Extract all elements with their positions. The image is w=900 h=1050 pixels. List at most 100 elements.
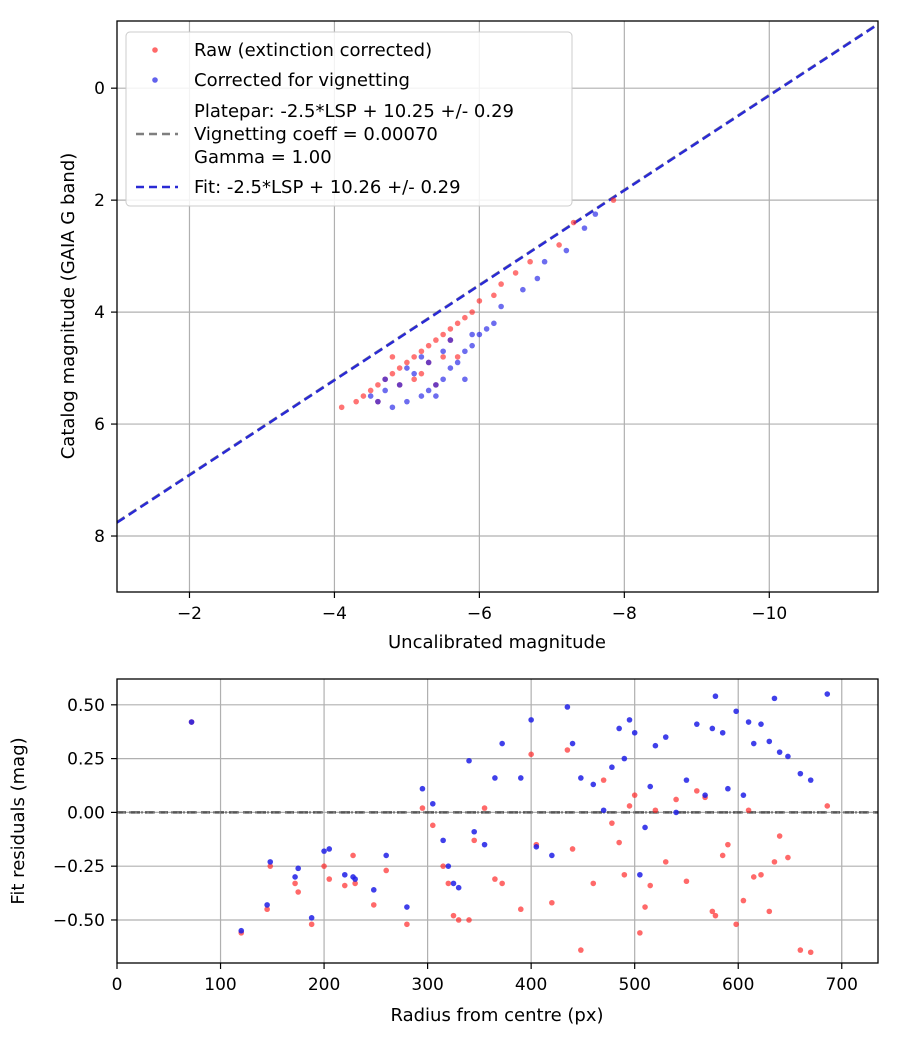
top-raw-point xyxy=(440,354,446,360)
top-fit-lines xyxy=(116,22,879,524)
top-raw-point xyxy=(404,359,410,366)
top-corrected-point xyxy=(563,247,570,254)
bottom-corrected-point xyxy=(492,775,498,781)
bottom-y-tick-label: 0.25 xyxy=(67,750,105,770)
bottom-raw-point xyxy=(725,841,731,848)
top-x-ticks: −2 −4 −6 −8 −10 xyxy=(177,592,787,624)
bottom-corrected-point xyxy=(341,871,348,878)
bottom-corrected-point xyxy=(694,721,700,727)
bottom-corrected-point xyxy=(564,704,571,710)
bottom-raw-point xyxy=(694,788,700,794)
bottom-x-tick-label: 300 xyxy=(411,975,443,995)
bottom-corrected-point xyxy=(621,755,628,762)
top-corrected-point xyxy=(418,354,425,360)
top-corrected-point xyxy=(469,331,475,338)
bottom-raw-point xyxy=(404,921,410,928)
bottom-raw-point xyxy=(481,805,488,811)
legend-raw-marker xyxy=(152,47,158,53)
top-y-tick-label: 4 xyxy=(94,303,105,323)
bottom-raw-point xyxy=(766,908,773,915)
top-raw-point xyxy=(454,354,461,360)
bottom-raw-point xyxy=(673,796,679,803)
bottom-raw-point xyxy=(631,792,638,798)
bottom-raw-point xyxy=(308,921,315,928)
top-raw-point xyxy=(491,292,497,299)
top-raw-point xyxy=(389,370,396,377)
bottom-corrected-point xyxy=(569,740,576,747)
bottom-corrected-point xyxy=(719,729,726,736)
bottom-corrected-point xyxy=(626,717,633,723)
bottom-plot-frame xyxy=(116,678,879,964)
top-raw-point xyxy=(498,281,504,287)
top-y-axis-label: Catalog magnitude (GAIA G band) xyxy=(58,153,79,460)
bottom-raw-point xyxy=(733,921,739,928)
bottom-raw-point xyxy=(590,880,597,887)
bottom-corrected-point xyxy=(609,764,615,771)
bottom-corrected-point xyxy=(776,749,783,755)
legend-box xyxy=(125,31,573,207)
top-raw-point xyxy=(512,270,519,276)
bottom-raw-point xyxy=(321,863,327,869)
bottom-x-axis-label: Radius from centre (px) xyxy=(390,1005,603,1026)
top-fit-line xyxy=(116,23,879,524)
top-raw-point xyxy=(338,404,345,411)
bottom-corrected-point xyxy=(528,717,534,723)
top-raw-point xyxy=(353,398,359,405)
top-raw-point xyxy=(411,354,417,360)
bottom-y-ticks: 0.50 0.25 0.00 −0.25 −0.50 xyxy=(53,696,117,931)
bottom-raw-point xyxy=(267,863,274,869)
top-corrected-point xyxy=(375,398,381,405)
top-scatter-points xyxy=(338,197,617,411)
bottom-corrected-point xyxy=(321,848,327,854)
top-raw-point xyxy=(418,370,425,377)
bottom-corrected-point xyxy=(264,902,270,908)
bottom-corrected-point xyxy=(292,874,298,880)
bottom-corrected-point xyxy=(308,915,315,921)
top-corrected-point xyxy=(541,258,548,265)
bottom-corrected-point xyxy=(590,781,597,788)
bottom-raw-point xyxy=(600,777,607,783)
top-corrected-point xyxy=(520,286,526,293)
bottom-raw-point xyxy=(621,871,628,878)
top-raw-point xyxy=(527,258,533,265)
top-corrected-point xyxy=(592,211,599,217)
top-corrected-point xyxy=(367,393,374,399)
bottom-y-tick-label: −0.50 xyxy=(53,911,105,931)
top-raw-point xyxy=(375,382,381,388)
top-corrected-point xyxy=(483,326,490,332)
bottom-x-ticks: 0 100 200 300 400 500 600 700 xyxy=(112,963,858,995)
bottom-corrected-point xyxy=(578,775,584,781)
top-corrected-point xyxy=(382,376,388,383)
top-raw-point xyxy=(440,331,446,338)
bottom-corrected-point xyxy=(807,777,814,783)
bottom-corrected-point xyxy=(712,693,719,700)
bottom-corrected-point xyxy=(404,904,410,910)
bottom-raw-point xyxy=(341,882,348,889)
top-corrected-point xyxy=(447,365,454,371)
top-raw-point xyxy=(556,242,562,248)
top-corrected-point xyxy=(581,225,588,231)
top-corrected-point xyxy=(425,359,432,366)
bottom-corrected-point xyxy=(450,880,457,887)
bottom-corrected-point xyxy=(267,859,274,865)
top-raw-point xyxy=(433,337,439,343)
bottom-raw-point xyxy=(712,912,719,919)
bottom-x-tick-label: 0 xyxy=(112,975,123,995)
top-corrected-point xyxy=(498,303,504,310)
bottom-raw-point xyxy=(370,902,377,908)
bottom-corrected-point xyxy=(616,725,622,732)
top-corrected-point xyxy=(462,376,468,383)
bottom-x-tick-label: 500 xyxy=(618,975,650,995)
bottom-raw-point xyxy=(549,899,555,906)
bottom-corrected-point xyxy=(725,785,731,792)
bottom-corrected-point xyxy=(533,844,540,850)
bottom-raw-point xyxy=(709,908,716,915)
bottom-chart: 0 100 200 300 400 500 600 700 0.50 0.25 0.00 −0.25… xyxy=(8,678,879,1026)
bottom-corrected-point xyxy=(771,695,778,702)
bottom-raw-point xyxy=(471,837,478,844)
bottom-raw-point xyxy=(383,867,389,874)
bottom-raw-point xyxy=(776,833,783,839)
top-y-tick-label: 0 xyxy=(94,79,105,99)
top-raw-point xyxy=(610,197,617,203)
